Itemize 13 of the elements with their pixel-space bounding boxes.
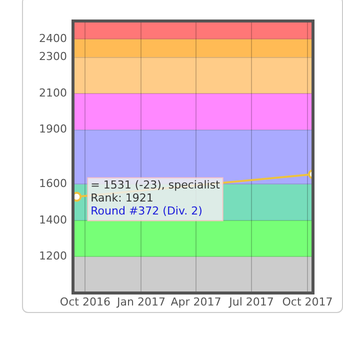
y-tick-label: 2300: [39, 50, 67, 64]
y-tick-label: 2100: [39, 86, 67, 100]
y-tick-label: 1200: [39, 250, 67, 263]
x-tick-label: Apr 2017: [170, 295, 222, 308]
x-tick-label: Oct 2016: [60, 295, 110, 308]
y-tick-label: 1400: [39, 213, 67, 226]
y-tick-label: 2400: [39, 32, 67, 45]
x-tick-label: Jul 2017: [228, 295, 274, 308]
x-tick-label: Jan 2017: [116, 295, 166, 308]
y-tick-label: 1900: [39, 122, 67, 136]
x-tick-label: Oct 2017: [282, 295, 333, 308]
y-tick-label: 1600: [39, 177, 67, 190]
annotation: = 1531 (-23), specialist Rank: 1921 Round #372 (Div. 2): [90, 178, 221, 218]
